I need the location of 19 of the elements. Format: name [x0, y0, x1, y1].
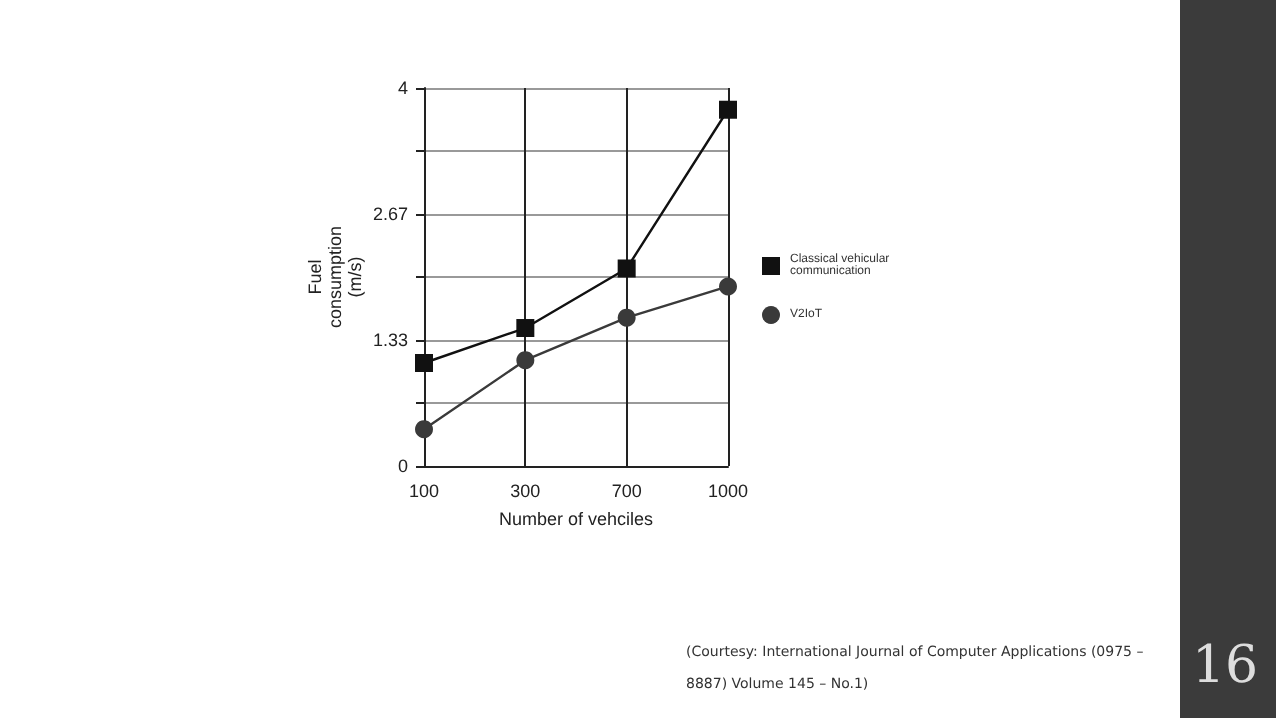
- point: [617, 259, 636, 278]
- x-tick-label: 100: [408, 481, 440, 501]
- y-tick-label: 4: [397, 78, 408, 98]
- y-tick-label: 2.67: [372, 203, 408, 224]
- y-tick-label: 0: [397, 456, 408, 476]
- x-tick-label: 1000: [707, 481, 749, 501]
- x-tick-label: 300: [510, 481, 541, 501]
- point: [719, 100, 737, 119]
- y-axis-title: Fuel consumption (m/s): [305, 225, 366, 329]
- y-tick-label: 1.33: [372, 330, 408, 351]
- x-tick-label: 700: [611, 481, 642, 501]
- point: [516, 319, 535, 338]
- point: [617, 308, 636, 327]
- text: 16: [1192, 636, 1259, 696]
- x-axis-title: Number of vehciles: [498, 508, 655, 529]
- point: [415, 353, 433, 372]
- point: [516, 351, 535, 370]
- point: [415, 420, 433, 439]
- point: [719, 277, 737, 296]
